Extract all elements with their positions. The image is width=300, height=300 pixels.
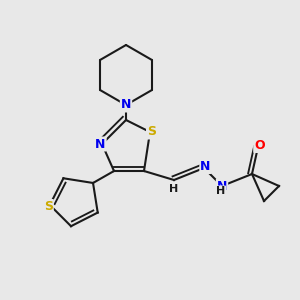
Text: S: S [44,200,53,213]
Text: N: N [121,98,131,112]
Text: H: H [216,186,225,197]
Text: N: N [217,179,227,193]
Text: N: N [200,160,211,173]
Text: O: O [254,139,265,152]
Text: H: H [169,184,178,194]
Text: S: S [147,125,156,139]
Text: N: N [95,137,106,151]
